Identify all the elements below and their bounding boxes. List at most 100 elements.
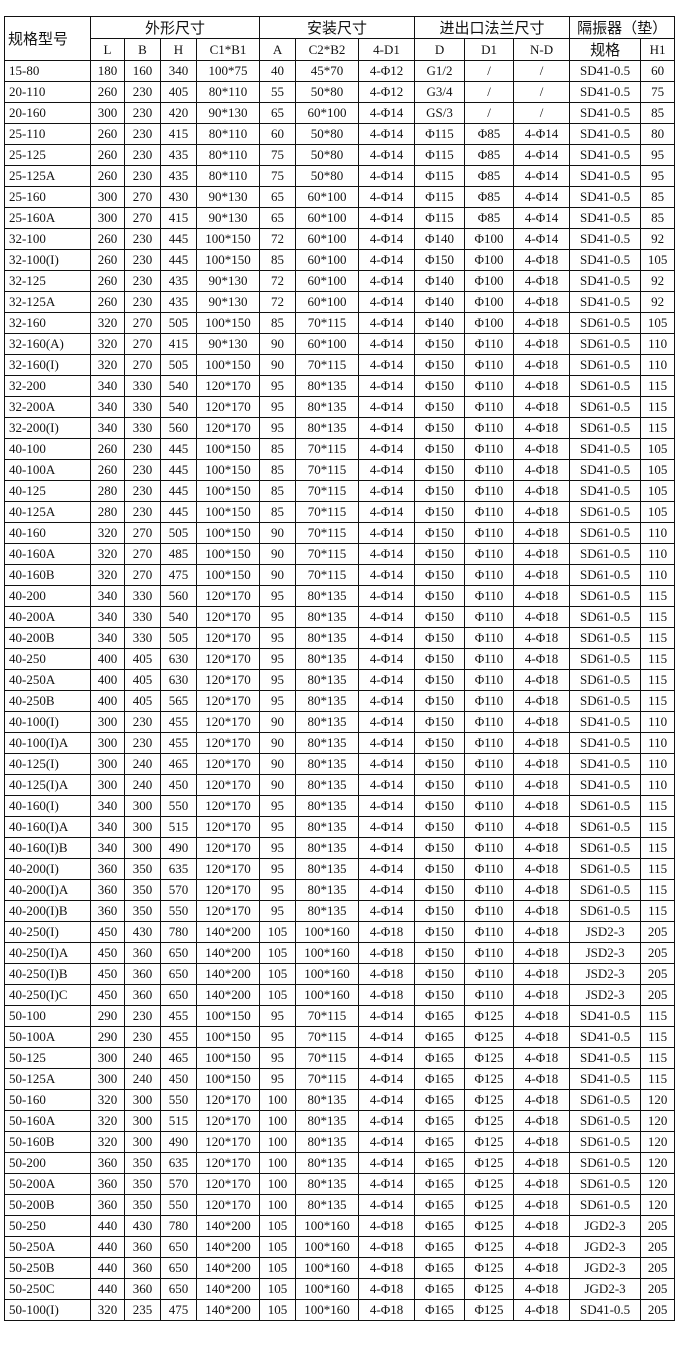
value-cell: 4-Φ18 <box>513 270 571 292</box>
value-cell: 300 <box>90 1047 125 1069</box>
value-cell: 95 <box>259 816 297 838</box>
table-row: 40-160 320 270 505 100*150 90 70*115 4-Φ14 Φ150 Φ… <box>4 522 676 544</box>
value-cell: 85 <box>640 186 676 208</box>
value-cell: 4-Φ14 <box>358 1194 416 1216</box>
value-cell: Φ110 <box>464 753 515 775</box>
value-cell: 260 <box>90 123 125 145</box>
model-cell: 50-100 <box>4 1005 91 1027</box>
table-row: 50-100(I) 320 235 475 140*200 105 100*160 4-Φ18… <box>4 1299 676 1321</box>
value-cell: 4-Φ18 <box>513 480 571 502</box>
value-cell: 205 <box>640 1278 676 1300</box>
value-cell: Φ110 <box>464 774 515 796</box>
value-cell: 320 <box>90 522 125 544</box>
value-cell: 110 <box>640 711 676 733</box>
value-cell: 4-Φ18 <box>358 1257 416 1279</box>
value-cell: 4-Φ18 <box>358 963 416 985</box>
model-cell: 32-160 <box>4 312 91 334</box>
value-cell: 260 <box>90 81 125 103</box>
model-cell: 32-100 <box>4 228 91 250</box>
value-cell: 400 <box>90 690 125 712</box>
value-cell: 120*170 <box>195 375 261 397</box>
value-cell: JSD2-3 <box>569 984 642 1006</box>
value-cell: 230 <box>124 270 161 292</box>
value-cell: 4-Φ14 <box>513 186 571 208</box>
value-cell: 100 <box>259 1194 297 1216</box>
value-cell: 630 <box>160 669 197 691</box>
value-cell: Φ110 <box>464 711 515 733</box>
value-cell: Φ85 <box>464 207 515 229</box>
value-cell: 465 <box>160 1047 197 1069</box>
value-cell: 50*80 <box>295 81 360 103</box>
value-cell: Φ150 <box>414 858 466 880</box>
value-cell: 110 <box>640 753 676 775</box>
value-cell: 400 <box>90 669 125 691</box>
value-cell: 230 <box>124 123 161 145</box>
value-cell: 90 <box>259 354 297 376</box>
value-cell: 95 <box>259 585 297 607</box>
value-cell: 115 <box>640 606 676 628</box>
value-cell: 4-Φ14 <box>358 669 416 691</box>
value-cell: 4-Φ14 <box>358 270 416 292</box>
value-cell: Φ100 <box>464 249 515 271</box>
value-cell: 60*100 <box>295 249 360 271</box>
value-cell: 55 <box>259 81 297 103</box>
value-cell: 430 <box>124 921 161 943</box>
value-cell: 72 <box>259 228 297 250</box>
value-cell: 120*170 <box>195 1152 261 1174</box>
value-cell: SD41-0.5 <box>569 711 642 733</box>
model-cell: 32-125A <box>4 291 91 313</box>
value-cell: 350 <box>124 858 161 880</box>
value-cell: 4-Φ18 <box>513 669 571 691</box>
value-cell: 60*100 <box>295 228 360 250</box>
value-cell: 300 <box>124 1110 161 1132</box>
value-cell: 120*170 <box>195 417 261 439</box>
value-cell: 650 <box>160 1236 197 1258</box>
value-cell: Φ110 <box>464 333 515 355</box>
value-cell: 120*170 <box>195 816 261 838</box>
value-cell: 80*135 <box>295 606 360 628</box>
value-cell: SD41-0.5 <box>569 774 642 796</box>
value-cell: 120*170 <box>195 1089 261 1111</box>
table-row: 40-125(I) 300 240 465 120*170 90 80*135 4-Φ14 Φ1… <box>4 753 676 775</box>
value-cell: 95 <box>259 1005 297 1027</box>
value-cell: 80*135 <box>295 732 360 754</box>
value-cell: 560 <box>160 417 197 439</box>
value-cell: Φ125 <box>464 1173 515 1195</box>
value-cell: 120*170 <box>195 837 261 859</box>
value-cell: 180 <box>90 60 125 82</box>
value-cell: Φ165 <box>414 1152 466 1174</box>
value-cell: 4-Φ14 <box>358 522 416 544</box>
value-cell: 4-Φ18 <box>358 921 416 943</box>
value-cell: 72 <box>259 270 297 292</box>
value-cell: 110 <box>640 564 676 586</box>
value-cell: Φ115 <box>414 123 466 145</box>
value-cell: JSD2-3 <box>569 921 642 943</box>
column-header: 规格 <box>569 38 642 61</box>
value-cell: SD61-0.5 <box>569 1194 642 1216</box>
value-cell: Φ150 <box>414 690 466 712</box>
header-group-isolator: 隔振器（垫） <box>569 16 676 39</box>
value-cell: SD61-0.5 <box>569 627 642 649</box>
model-cell: 40-160 <box>4 522 91 544</box>
value-cell: SD61-0.5 <box>569 816 642 838</box>
value-cell: 105 <box>640 249 676 271</box>
value-cell: 4-Φ18 <box>358 984 416 1006</box>
value-cell: 80*135 <box>295 648 360 670</box>
value-cell: 350 <box>124 900 161 922</box>
value-cell: 4-Φ18 <box>513 942 571 964</box>
value-cell: 80*135 <box>295 1089 360 1111</box>
value-cell: 100 <box>259 1110 297 1132</box>
value-cell: / <box>513 102 571 124</box>
value-cell: Φ115 <box>414 186 466 208</box>
model-cell: 40-200B <box>4 627 91 649</box>
value-cell: 105 <box>640 312 676 334</box>
value-cell: Φ110 <box>464 984 515 1006</box>
value-cell: 4-Φ18 <box>513 1215 571 1237</box>
column-header: H <box>160 38 197 61</box>
value-cell: 360 <box>124 942 161 964</box>
value-cell: 80*135 <box>295 396 360 418</box>
value-cell: 4-Φ18 <box>513 1299 571 1321</box>
value-cell: 95 <box>259 1047 297 1069</box>
value-cell: 4-Φ18 <box>358 1278 416 1300</box>
value-cell: 260 <box>90 438 125 460</box>
